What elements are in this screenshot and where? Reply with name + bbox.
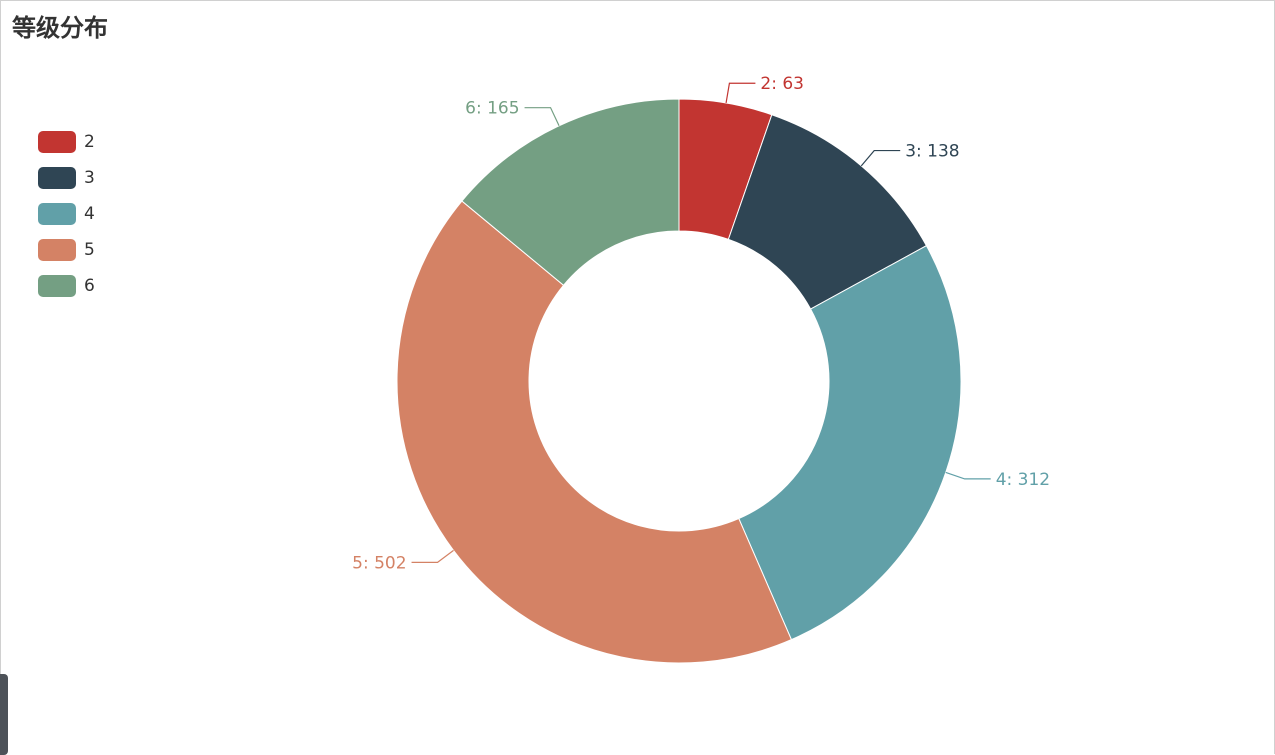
- legend-item-2[interactable]: 2: [38, 124, 95, 160]
- label-line-5: [411, 549, 454, 563]
- data-label-3: 3: 138: [905, 142, 959, 162]
- legend-swatch: [38, 239, 76, 261]
- legend-item-4[interactable]: 4: [38, 196, 95, 232]
- legend-label: 6: [84, 276, 95, 296]
- label-line-4: [945, 471, 991, 480]
- data-label-2: 2: 63: [760, 74, 804, 94]
- legend-swatch: [38, 275, 76, 297]
- chart-title: 等级分布: [12, 14, 108, 42]
- label-line-6: [524, 107, 560, 127]
- donut-slice-5[interactable]: [396, 200, 793, 664]
- legend-label: 5: [84, 240, 95, 260]
- data-label-5: 5: 502: [352, 553, 406, 573]
- legend-label: 3: [84, 168, 95, 188]
- legend-label: 4: [84, 204, 95, 224]
- donut-slice-4[interactable]: [738, 244, 962, 641]
- label-line-2: [725, 82, 756, 104]
- legend-item-6[interactable]: 6: [38, 268, 95, 304]
- data-label-4: 4: 312: [996, 470, 1050, 490]
- donut-slice-6[interactable]: [461, 98, 680, 286]
- scroll-handle[interactable]: [0, 674, 8, 755]
- legend-item-3[interactable]: 3: [38, 160, 95, 196]
- label-line-3: [860, 149, 901, 167]
- legend-item-5[interactable]: 5: [38, 232, 95, 268]
- legend-swatch: [38, 131, 76, 153]
- legend: 2 3 4 5 6: [38, 124, 95, 304]
- legend-label: 2: [84, 132, 95, 152]
- data-label-6: 6: 165: [465, 99, 519, 119]
- legend-swatch: [38, 203, 76, 225]
- legend-swatch: [38, 167, 76, 189]
